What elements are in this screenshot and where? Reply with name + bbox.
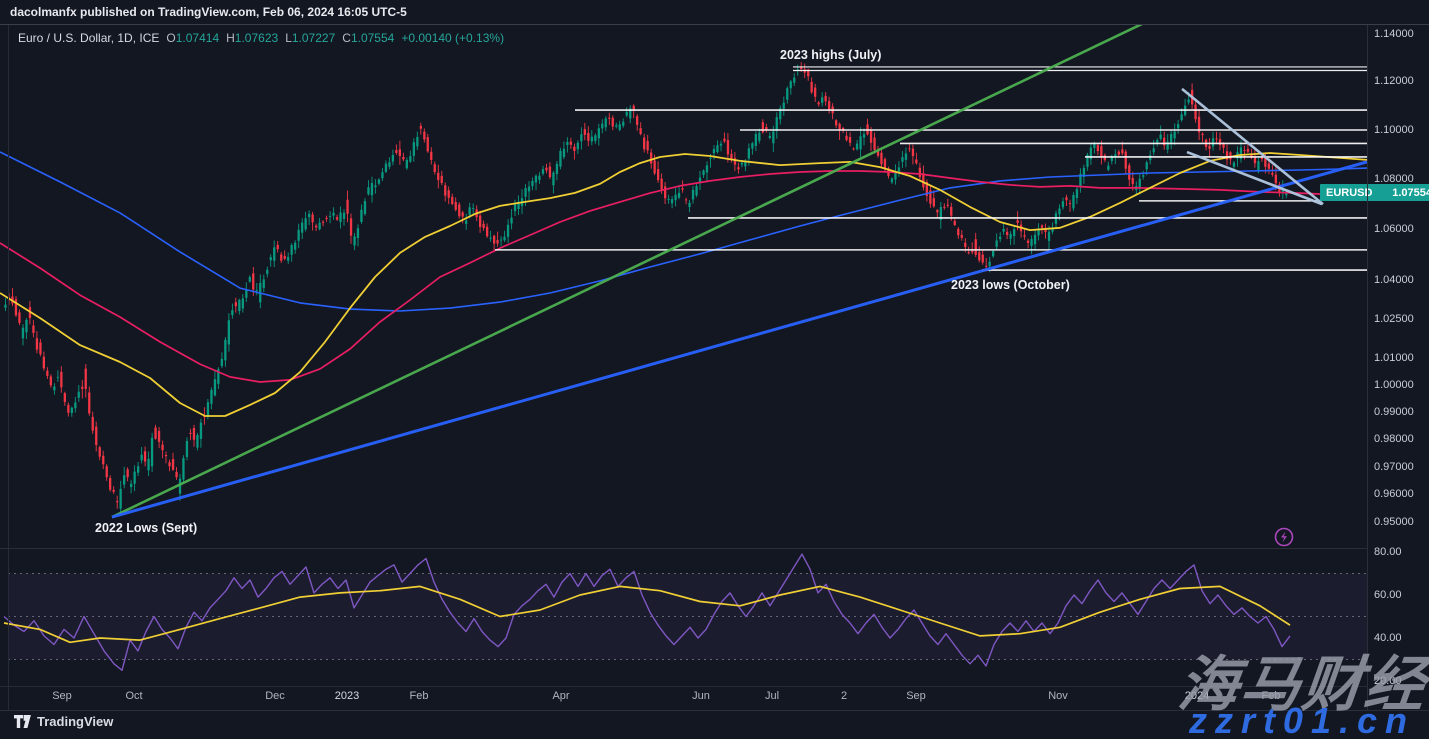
price-axis-label: 0.95000 bbox=[1374, 516, 1414, 529]
price-axis-label: 0.96000 bbox=[1374, 488, 1414, 501]
time-axis-label: Jul bbox=[764, 690, 780, 702]
tradingview-logo-icon bbox=[14, 715, 31, 728]
price-axis-label: 1.04000 bbox=[1374, 273, 1414, 286]
time-axis-label: Feb bbox=[1261, 690, 1281, 702]
time-axis-label: Jun bbox=[692, 690, 710, 702]
time-axis-label: Sep bbox=[52, 690, 72, 702]
time-axis-label: Oct bbox=[125, 690, 143, 702]
ohlc-value: 1.07414 bbox=[175, 31, 220, 45]
ohlc-key: C bbox=[342, 31, 351, 45]
ohlc-value: 1.07554 bbox=[350, 31, 395, 45]
badge-symbol: EURUSD bbox=[1326, 186, 1373, 199]
publisher-info: dacolmanfx published on TradingView.com,… bbox=[10, 5, 407, 19]
timeaxis-separator bbox=[0, 686, 1367, 687]
time-axis-label: 2024 bbox=[1184, 690, 1210, 702]
price-axis-label: 1.08000 bbox=[1374, 172, 1414, 185]
price-axis-label: 1.00000 bbox=[1374, 379, 1414, 391]
ohlc-key: L bbox=[285, 31, 292, 45]
price-axis-label: 0.97000 bbox=[1374, 460, 1414, 473]
price-axis-label: 1.10000 bbox=[1374, 123, 1414, 136]
chart-annotation: 2023 highs (July) bbox=[780, 48, 882, 62]
green-uptrend-line bbox=[111, 25, 1143, 519]
time-axis-label: Apr bbox=[552, 690, 570, 702]
tradingview-footer[interactable]: TradingView bbox=[14, 714, 113, 729]
wedge-lower-line bbox=[1186, 150, 1323, 206]
rsi-axis-label: 80.00 bbox=[1374, 545, 1402, 558]
ohlc-key: O bbox=[166, 31, 176, 45]
time-axis-label: 2 bbox=[840, 690, 848, 702]
price-axis-label: 1.02500 bbox=[1374, 312, 1414, 325]
axis-separator[interactable] bbox=[1367, 25, 1368, 710]
time-axis-label: Nov bbox=[1048, 690, 1068, 702]
price-axis-label: 1.01000 bbox=[1374, 352, 1414, 365]
wedge-upper-line bbox=[1181, 87, 1324, 206]
ohlc-value: 1.07227 bbox=[291, 31, 336, 45]
ohlc-values: O1.07414 H1.07623 L1.07227 C1.07554 bbox=[159, 31, 394, 45]
price-axis-label: 1.06000 bbox=[1374, 222, 1414, 235]
last-price-badge: EURUSD 1.07554 bbox=[1320, 184, 1429, 201]
ohlc-value: 1.07623 bbox=[234, 31, 279, 45]
tradingview-brand-text: TradingView bbox=[37, 714, 114, 729]
price-axis-label: 1.14000 bbox=[1374, 27, 1414, 40]
blue-uptrend-line bbox=[111, 160, 1367, 519]
pane-left-border bbox=[8, 25, 9, 710]
rsi-axis-label: 20.00 bbox=[1374, 674, 1402, 687]
price-axis-label: 0.99000 bbox=[1374, 405, 1414, 418]
price-axis-label: 1.12000 bbox=[1374, 75, 1414, 88]
change-value: +0.00140 (+0.13%) bbox=[401, 31, 505, 45]
publish-header: dacolmanfx published on TradingView.com,… bbox=[0, 0, 1429, 25]
price-axis-label: 0.98000 bbox=[1374, 433, 1414, 446]
badge-price: 1.07554 bbox=[1392, 186, 1429, 199]
chart-annotation: 2022 Lows (Sept) bbox=[95, 521, 198, 535]
pane-separator[interactable] bbox=[0, 548, 1367, 549]
symbol-legend[interactable]: Euro / U.S. Dollar, 1D, ICE O1.07414 H1.07… bbox=[18, 31, 504, 45]
rsi-axis-label: 40.00 bbox=[1374, 631, 1402, 644]
chart-annotation: 2023 lows (October) bbox=[951, 278, 1070, 292]
rsi-axis-label: 60.00 bbox=[1374, 588, 1402, 601]
url-watermark: zzrt01.cn bbox=[1188, 700, 1415, 739]
symbol-title: Euro / U.S. Dollar, 1D, ICE bbox=[18, 31, 160, 45]
time-axis-label: Dec bbox=[265, 690, 285, 702]
ohlc-key: H bbox=[226, 31, 235, 45]
time-axis-label: Sep bbox=[906, 690, 926, 702]
time-axis-label: Feb bbox=[409, 690, 429, 702]
footer-separator bbox=[0, 710, 1429, 711]
time-axis-label: 2023 bbox=[334, 690, 360, 702]
